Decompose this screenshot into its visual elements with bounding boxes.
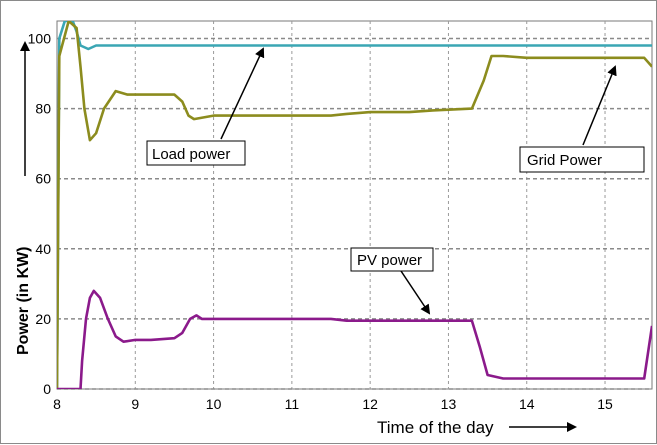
- y-tick-label: 100: [28, 31, 52, 47]
- y-tick-label: 40: [35, 241, 51, 257]
- annotation-grid-power: Grid Power: [519, 65, 645, 173]
- x-tick-label: 12: [362, 396, 378, 412]
- series-group: [57, 21, 652, 389]
- y-tick-label: 80: [35, 101, 51, 117]
- load-power-arrow: [220, 47, 265, 140]
- x-tick-label: 11: [285, 396, 300, 412]
- y-tick-label: 60: [35, 171, 51, 187]
- x-axis-label-group: Time of the day: [377, 418, 577, 437]
- pv-power-label-box: [350, 247, 434, 272]
- y-axis-label: Power (in KW): [15, 247, 32, 355]
- x-tick-label: 13: [441, 396, 457, 412]
- load-power-line: [57, 21, 652, 389]
- grid-power-arrow: [582, 65, 617, 146]
- pv-power-label: PV power: [357, 252, 422, 269]
- x-axis-label: Time of the day: [377, 418, 494, 437]
- pv-power-line: [57, 289, 652, 389]
- x-tick-label: 14: [519, 396, 535, 412]
- y-tick-label: 0: [43, 381, 51, 397]
- load-power-label-box: [146, 140, 246, 166]
- grid-power-label: Grid Power: [527, 152, 602, 169]
- y-tick-label: 20: [35, 311, 51, 327]
- x-tick-label: 15: [597, 396, 613, 412]
- x-tick-label: 9: [131, 396, 139, 412]
- y-axis-label-group: Power (in KW): [15, 41, 32, 355]
- grid-power-line: [57, 21, 652, 389]
- grid-power-label-box: [519, 146, 645, 173]
- annotation-pv-power: PV power: [350, 247, 434, 315]
- x-tick-label: 8: [53, 396, 61, 412]
- x-tick-label: 10: [206, 396, 222, 412]
- plot-area: [56, 20, 653, 390]
- load-power-label: Load power: [152, 146, 230, 163]
- annotation-load-power: Load power: [146, 47, 265, 166]
- pv-power-arrow: [400, 270, 431, 315]
- tick-labels: 8 9 10 11 12 13 14 15 0 20 40 60 80 100: [28, 31, 613, 412]
